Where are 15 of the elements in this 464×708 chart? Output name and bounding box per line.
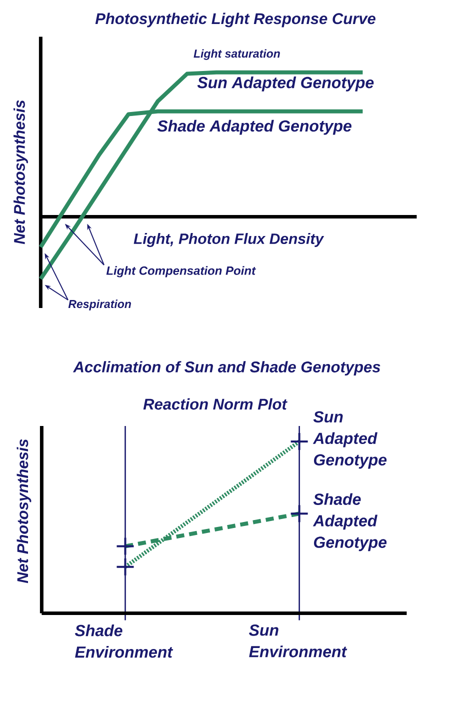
x-tick-label: Shade Environment bbox=[74, 624, 174, 658]
series-label: Sun Adapted Genotype bbox=[312, 411, 387, 469]
series-label: Shade Adapted Genotype bbox=[312, 493, 387, 552]
text: Respiration bbox=[68, 300, 131, 310]
x-axis-title: Light, Photon Flux Density bbox=[134, 233, 324, 247]
y-axis-title: Net Photosynthesis bbox=[16, 439, 32, 584]
text: Light saturation bbox=[194, 49, 280, 60]
series-label: Shade Adapted Genotype bbox=[157, 120, 352, 135]
chart-subtitle: Reaction Norm Plot bbox=[143, 398, 288, 410]
chart-title: Photosynthetic Light Response Curve bbox=[95, 12, 376, 28]
x-tick-label: Sun Environment bbox=[248, 624, 348, 658]
annotation: Light Compensation Point bbox=[106, 266, 256, 278]
series-label: Sun Adapted Genotype bbox=[197, 76, 374, 92]
chart-title: Acclimation of Sun and Shade Genotypes bbox=[72, 361, 380, 376]
y-axis-title: Net Photosynthesis bbox=[14, 100, 28, 244]
